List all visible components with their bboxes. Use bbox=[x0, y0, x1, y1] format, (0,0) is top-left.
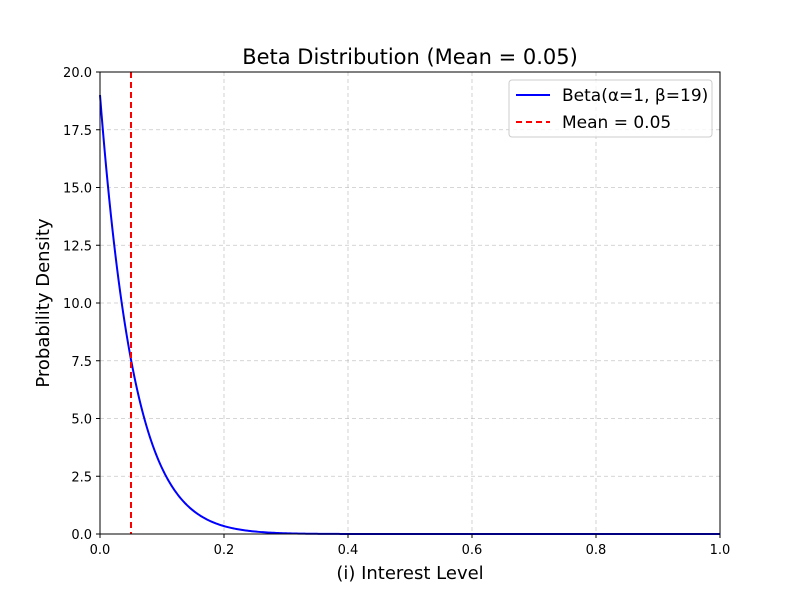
y-tick-label: 10.0 bbox=[63, 297, 92, 312]
x-tick-label: 0.4 bbox=[338, 543, 359, 558]
legend-box bbox=[508, 79, 713, 138]
y-tick-label: 2.5 bbox=[71, 470, 92, 485]
chart-title: Beta Distribution (Mean = 0.05) bbox=[242, 45, 578, 69]
y-tick-label: 7.5 bbox=[71, 355, 92, 370]
x-tick-label: 0.8 bbox=[586, 543, 607, 558]
legend-label-beta: Beta(α=1, β=19) bbox=[562, 86, 708, 106]
y-tick-label: 0.0 bbox=[71, 528, 92, 543]
y-tick-label: 17.5 bbox=[63, 124, 92, 139]
y-tick-label: 15.0 bbox=[63, 182, 92, 197]
x-tick-label: 0.0 bbox=[90, 543, 111, 558]
y-tick-label: 5.0 bbox=[71, 413, 92, 428]
x-axis-label: (i) Interest Level bbox=[336, 563, 483, 584]
grid-lines bbox=[100, 72, 720, 534]
x-tick-label: 0.6 bbox=[462, 543, 483, 558]
x-tick-label: 1.0 bbox=[710, 543, 731, 558]
y-tick-label: 20.0 bbox=[63, 66, 92, 81]
axis-ticks: 0.0 0.2 0.4 0.6 0.8 1.0 0.0 2.5 5.0 7.5 10.0 12.5 15… bbox=[63, 66, 730, 558]
legend: Beta(α=1, β=19) Mean = 0.05 bbox=[508, 79, 713, 138]
y-tick-label: 12.5 bbox=[63, 239, 92, 254]
x-tick-label: 0.2 bbox=[214, 543, 235, 558]
y-axis-label: Probability Density bbox=[33, 218, 54, 388]
legend-label-mean: Mean = 0.05 bbox=[562, 113, 671, 133]
